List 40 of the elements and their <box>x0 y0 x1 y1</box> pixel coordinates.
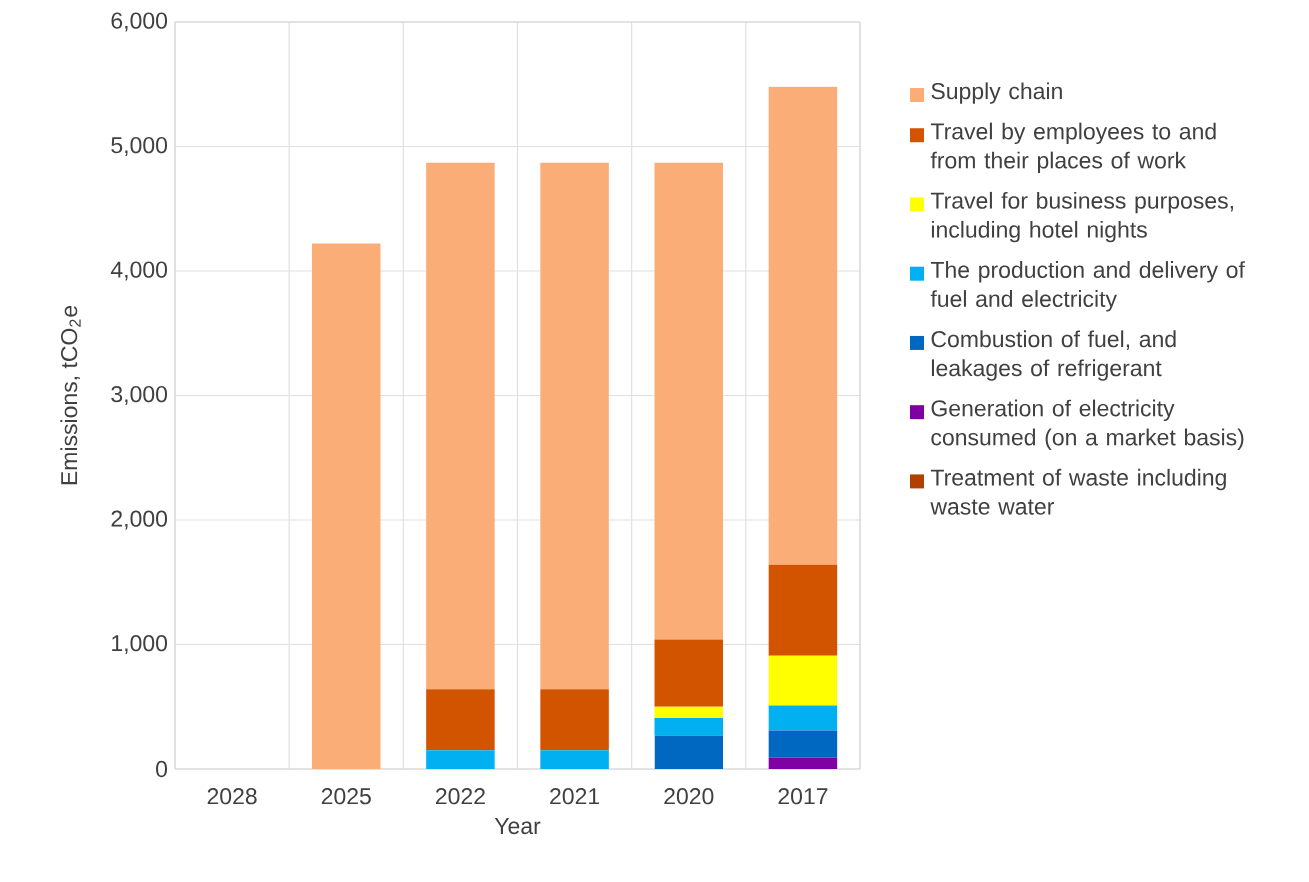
legend-label: Combustion of fuel, and leakages of refrigerant <box>931 330 1176 381</box>
legend-label: Generation of electricity consumed (on a market basis) <box>931 399 1244 451</box>
x-tick-label: 2022 <box>436 788 485 805</box>
x-tick-label: 2025 <box>321 788 371 805</box>
y-tick-label: 1,000 <box>112 635 168 654</box>
bar <box>540 750 609 769</box>
y-axis-title: Emissions, tCO$_{2}$e <box>60 305 81 485</box>
x-tick-label: 2021 <box>550 788 600 805</box>
x-tick-label: 2017 <box>778 788 828 805</box>
bar <box>768 564 838 656</box>
bar <box>426 689 495 751</box>
y-tick-label: 5,000 <box>111 136 168 156</box>
legend-label: The production and delivery of fuel and electricity <box>930 261 1245 312</box>
bar <box>654 735 724 769</box>
bar <box>426 162 495 690</box>
bar <box>426 750 495 769</box>
legend-label: Travel by employees to and from their places of work <box>930 122 1216 174</box>
bar <box>540 162 609 690</box>
y-tick-label: 6,000 <box>111 12 168 32</box>
bar <box>654 639 724 707</box>
y-tick-label: 4,000 <box>110 261 168 281</box>
bar <box>654 706 724 718</box>
bar <box>768 757 838 769</box>
bar <box>768 705 838 731</box>
x-tick-label: 2020 <box>664 788 714 805</box>
x-tick-label: 2028 <box>207 788 257 805</box>
bar <box>768 86 838 565</box>
bar <box>312 243 381 769</box>
y-tick-label: 0 <box>156 760 168 778</box>
x-axis-title: Year <box>494 818 541 835</box>
bar <box>768 655 838 706</box>
legend-label: Supply chain <box>931 82 1062 104</box>
y-tick-label: 2,000 <box>111 510 168 530</box>
bar <box>654 162 724 640</box>
legend-label: Treatment of waste including waste water <box>930 468 1226 515</box>
bar <box>654 717 724 736</box>
bar <box>540 689 609 751</box>
legend-label: Travel for business purposes, including hotel nights <box>930 191 1233 243</box>
bar <box>768 730 838 758</box>
y-tick-label: 3,000 <box>111 385 168 405</box>
